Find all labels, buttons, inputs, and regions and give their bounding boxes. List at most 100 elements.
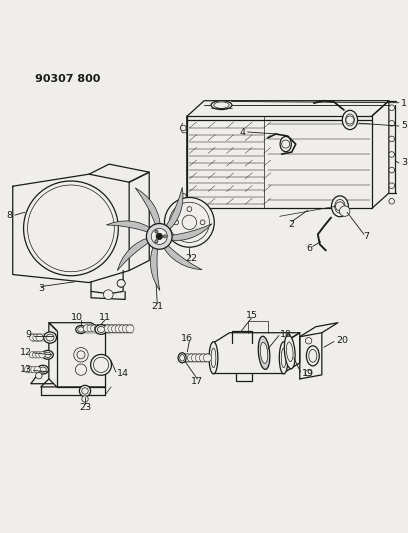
Text: 3: 3: [401, 158, 407, 167]
Polygon shape: [170, 224, 212, 240]
Circle shape: [389, 120, 395, 126]
Ellipse shape: [98, 327, 105, 333]
Polygon shape: [151, 246, 160, 290]
Text: 6: 6: [307, 244, 313, 253]
Circle shape: [34, 367, 40, 373]
Circle shape: [83, 325, 91, 332]
Circle shape: [74, 348, 88, 362]
Circle shape: [80, 385, 91, 397]
Text: 3: 3: [38, 284, 44, 293]
Ellipse shape: [209, 342, 218, 374]
Circle shape: [119, 325, 127, 333]
Text: 90307 800: 90307 800: [35, 74, 100, 84]
Circle shape: [117, 279, 125, 287]
Ellipse shape: [342, 110, 357, 130]
Text: 22: 22: [185, 254, 197, 263]
Text: 12: 12: [20, 348, 31, 357]
Circle shape: [191, 354, 200, 362]
Circle shape: [32, 352, 39, 358]
Text: 11: 11: [99, 313, 111, 322]
Text: 10: 10: [71, 313, 83, 322]
Circle shape: [94, 325, 102, 332]
Ellipse shape: [279, 342, 288, 374]
Ellipse shape: [346, 114, 355, 126]
Circle shape: [39, 352, 45, 358]
Ellipse shape: [214, 102, 229, 108]
Circle shape: [33, 334, 40, 341]
Circle shape: [104, 290, 113, 300]
Circle shape: [24, 367, 31, 373]
Text: 21: 21: [151, 302, 163, 311]
Circle shape: [30, 334, 37, 341]
Circle shape: [29, 352, 35, 358]
Ellipse shape: [76, 326, 86, 334]
Polygon shape: [117, 238, 150, 271]
Circle shape: [389, 167, 395, 173]
Ellipse shape: [37, 365, 49, 374]
Ellipse shape: [284, 335, 295, 369]
Ellipse shape: [95, 325, 107, 334]
Circle shape: [36, 334, 43, 341]
Circle shape: [346, 116, 354, 124]
Circle shape: [102, 325, 109, 332]
Polygon shape: [163, 245, 202, 270]
Ellipse shape: [211, 101, 232, 110]
Circle shape: [195, 354, 204, 362]
Circle shape: [174, 220, 179, 225]
Text: 8: 8: [7, 211, 13, 220]
Ellipse shape: [280, 136, 291, 152]
Circle shape: [204, 354, 211, 362]
Ellipse shape: [331, 196, 348, 217]
Ellipse shape: [211, 348, 216, 368]
Circle shape: [77, 351, 85, 359]
Circle shape: [187, 233, 192, 238]
Circle shape: [389, 136, 395, 142]
Text: 17: 17: [191, 377, 204, 386]
Ellipse shape: [78, 327, 84, 332]
Circle shape: [180, 354, 187, 362]
Circle shape: [104, 325, 112, 333]
Circle shape: [156, 233, 162, 240]
Circle shape: [163, 235, 166, 238]
Text: 20: 20: [336, 336, 348, 345]
Circle shape: [180, 193, 186, 199]
Circle shape: [126, 325, 134, 333]
Circle shape: [182, 215, 197, 230]
Circle shape: [389, 198, 395, 204]
Circle shape: [82, 396, 88, 402]
Circle shape: [108, 325, 116, 333]
Text: 5: 5: [401, 122, 407, 131]
Circle shape: [164, 197, 214, 247]
Circle shape: [389, 152, 395, 157]
Circle shape: [187, 207, 192, 212]
Polygon shape: [135, 188, 160, 225]
Circle shape: [111, 325, 120, 333]
Text: 4: 4: [239, 127, 246, 136]
Ellipse shape: [260, 342, 268, 364]
Text: 1: 1: [401, 100, 407, 108]
Circle shape: [200, 354, 207, 362]
Circle shape: [183, 354, 191, 362]
Ellipse shape: [42, 350, 53, 359]
Circle shape: [31, 367, 37, 373]
Circle shape: [305, 337, 312, 344]
Circle shape: [82, 387, 88, 394]
Ellipse shape: [258, 336, 270, 369]
Ellipse shape: [40, 367, 46, 372]
Circle shape: [98, 325, 105, 332]
Text: 14: 14: [117, 369, 129, 378]
Text: 7: 7: [363, 232, 369, 241]
Circle shape: [75, 364, 86, 375]
Circle shape: [91, 325, 98, 332]
Ellipse shape: [93, 357, 109, 373]
Text: 19: 19: [302, 369, 314, 378]
Ellipse shape: [306, 346, 319, 366]
Circle shape: [155, 240, 158, 243]
Circle shape: [305, 370, 312, 376]
Circle shape: [200, 220, 205, 225]
Ellipse shape: [309, 350, 317, 362]
Circle shape: [24, 181, 118, 276]
Ellipse shape: [44, 332, 56, 343]
Circle shape: [151, 228, 167, 245]
Ellipse shape: [335, 199, 345, 213]
